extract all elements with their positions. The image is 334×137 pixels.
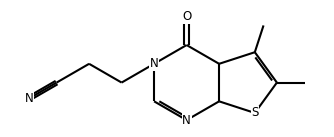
- Text: S: S: [251, 106, 259, 119]
- Text: N: N: [150, 57, 159, 70]
- Text: N: N: [25, 92, 33, 105]
- Text: N: N: [182, 114, 191, 127]
- Text: O: O: [182, 10, 191, 23]
